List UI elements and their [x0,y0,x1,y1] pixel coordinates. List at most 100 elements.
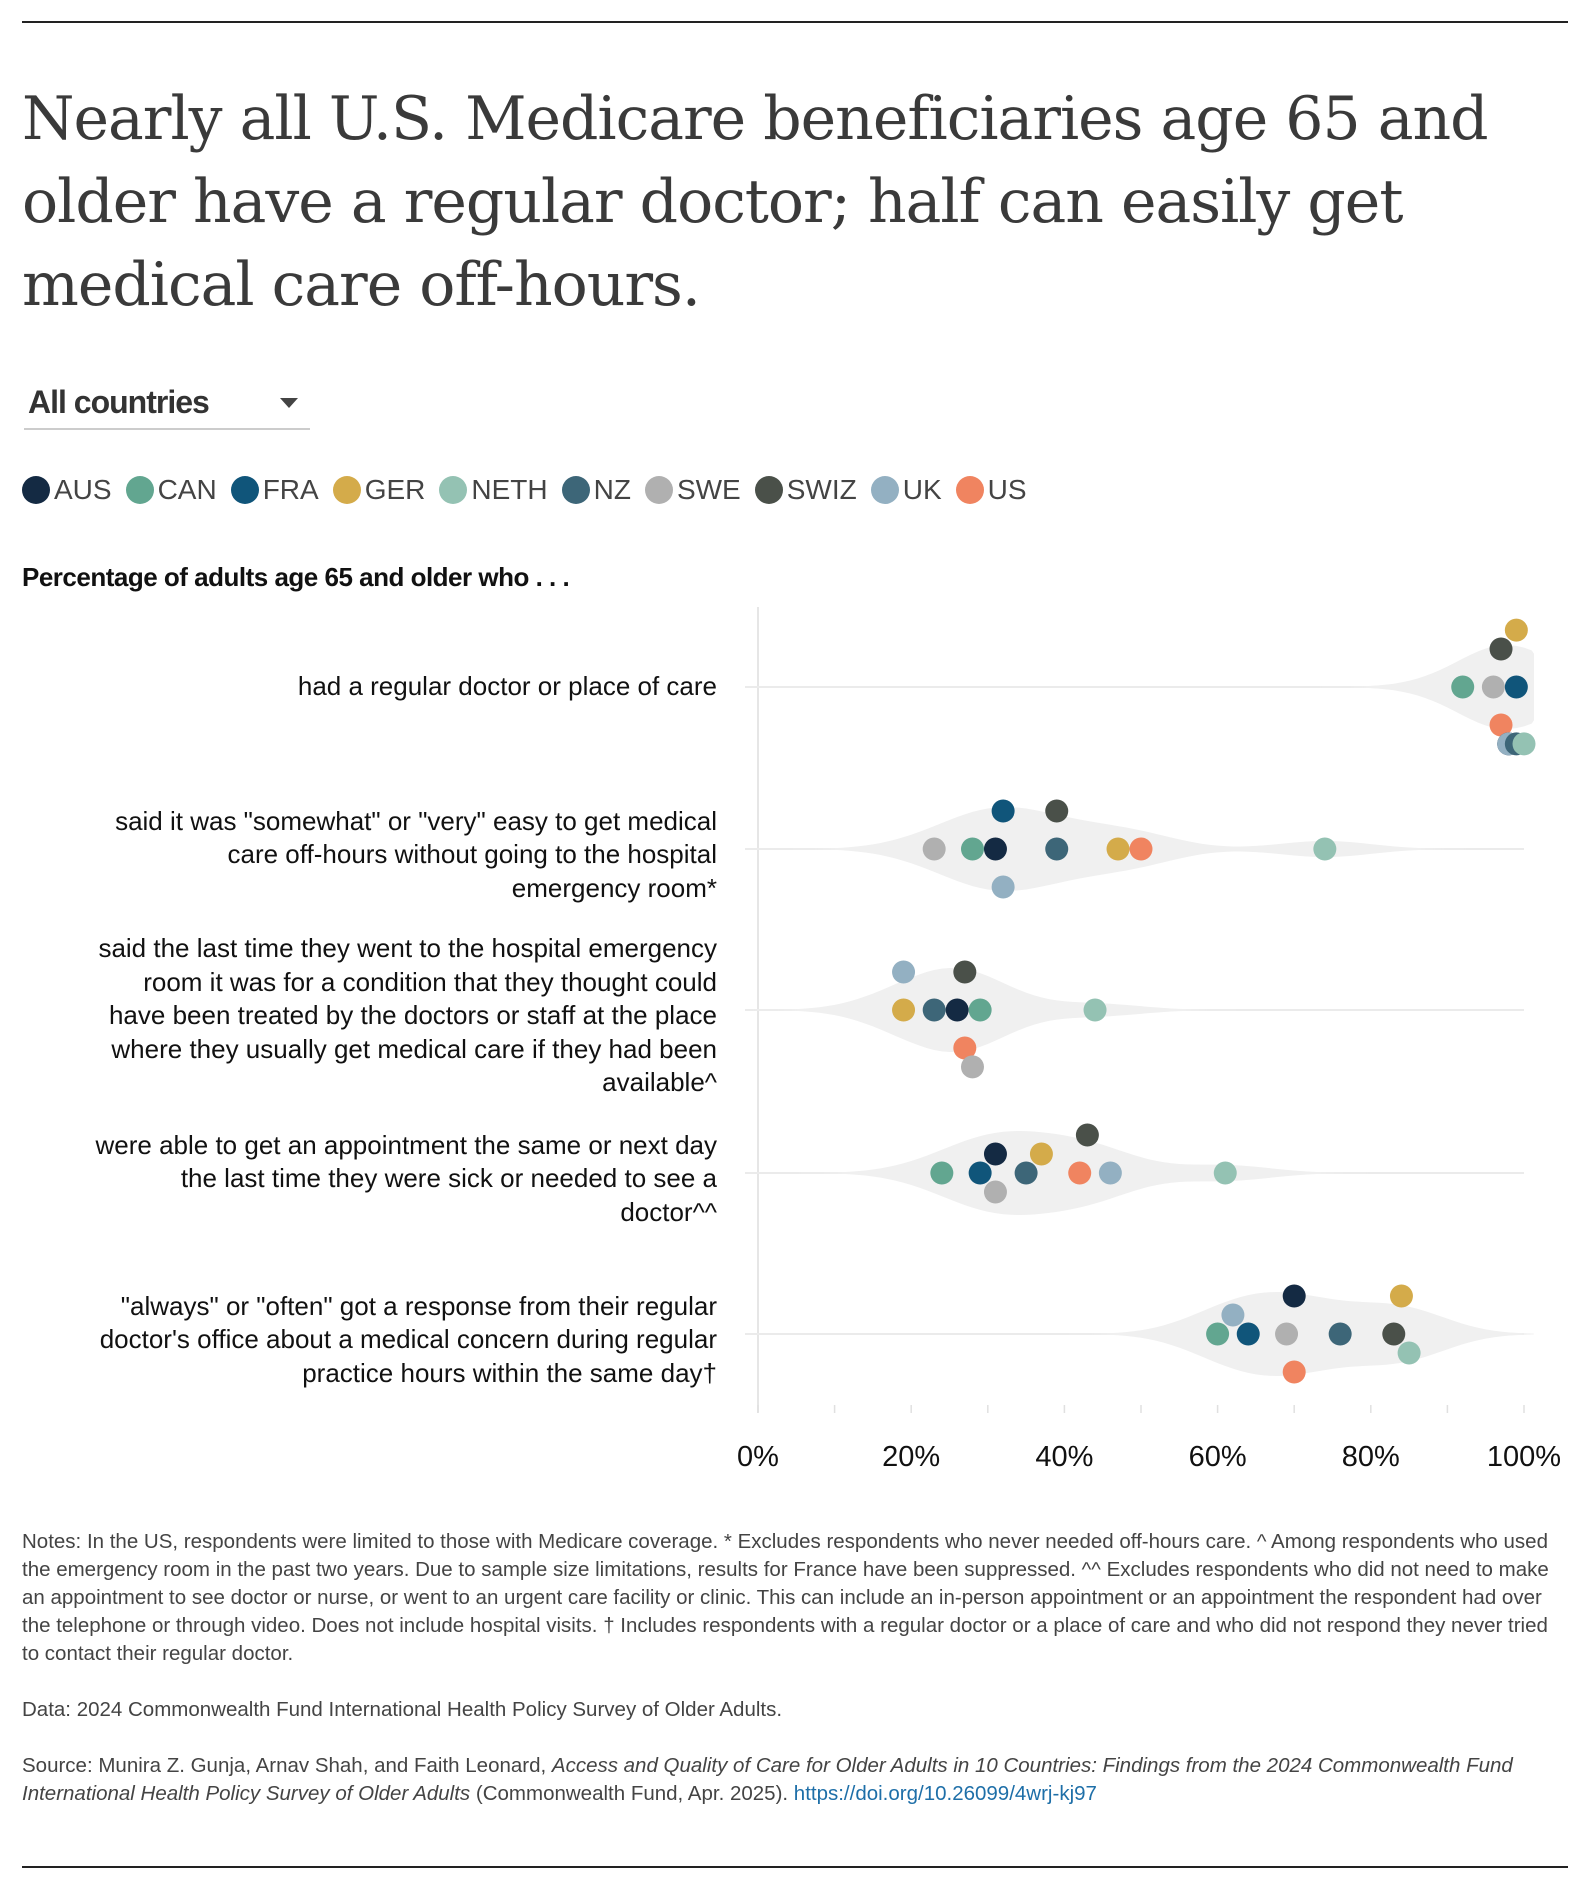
dot-us [953,1036,977,1060]
legend-label: SWIZ [786,474,857,505]
x-tick-label: 80% [1342,1441,1400,1473]
dot-neth [1083,998,1107,1022]
row-label: said it was "somewhat" or "very" easy to… [115,805,717,903]
legend-item-aus: AUS [22,474,112,506]
dot-us [1489,713,1513,737]
dot-nz [1014,1161,1038,1185]
legend-item-ger: GER [332,474,425,506]
dot-us [1068,1161,1092,1185]
caret-down-icon [280,398,298,408]
dot-can [1451,675,1475,699]
violin-shape [745,968,1534,1052]
dot-fra [991,799,1015,823]
legend: AUS CAN FRA GER NETH NZ SWE SWIZ UK US [22,474,1041,506]
legend-item-uk: UK [870,474,942,506]
legend-label: NETH [471,474,548,505]
violin-shape [745,645,1534,729]
bottom-rule [22,1866,1568,1868]
legend-swatch [754,476,783,504]
dot-uk [892,960,916,984]
legend-item-fra: FRA [230,474,319,506]
dot-us [1129,837,1153,861]
dot-swiz [1045,799,1069,823]
legend-item-us: US [955,474,1027,506]
source-link[interactable]: https://doi.org/10.26099/4wrj-kj97 [793,1782,1097,1805]
dot-nz [922,998,946,1022]
dot-swe [1275,1322,1299,1346]
dot-swe [983,1180,1007,1204]
legend-swatch [955,476,984,504]
data-text: Data: 2024 Commonwealth Fund Internation… [22,1698,783,1721]
dot-uk [1221,1303,1245,1327]
notes-section: Notes: In the US, respondents were limit… [22,1528,1568,1836]
row-label: were able to get an appointment the same… [95,1129,718,1227]
source-text: Source: Munira Z. Gunja, Arnav Shah, and… [22,1754,1513,1805]
legend-label: US [987,474,1027,505]
page-title: Nearly all U.S. Medicare beneficiaries a… [22,84,1489,320]
dot-swe [1481,675,1505,699]
legend-label: UK [902,474,942,505]
dot-neth [1213,1161,1237,1185]
chart-subheading: Percentage of adults age 65 and older wh… [22,562,570,592]
dot-can [930,1161,954,1185]
legend-swatch [439,476,468,504]
legend-swatch [870,476,899,504]
country-dropdown[interactable]: All countries [24,380,310,430]
legend-label: NZ [593,474,631,505]
dot-swiz [1075,1123,1099,1147]
violin-shape [745,1292,1534,1376]
dot-nz [1045,837,1069,861]
legend-label: SWE [676,474,741,505]
legend-swatch [22,476,50,504]
legend-label: AUS [54,474,112,505]
dot-neth [1397,1341,1421,1365]
dot-nz [1328,1322,1352,1346]
legend-item-swiz: SWIZ [754,474,857,506]
x-tick-label: 20% [882,1441,940,1473]
dot-swiz [1382,1322,1406,1346]
row-label: had a regular doctor or place of care [297,671,717,702]
dot-swiz [953,960,977,984]
legend-swatch [230,476,259,504]
dot-uk [991,875,1015,899]
beeswarm-chart: 0% 20% 40% 60% 80% 100% [737,607,1561,1473]
dot-swiz [1489,637,1513,661]
dot-can [1206,1322,1230,1346]
legend-item-can: CAN [125,474,217,506]
legend-item-nz: NZ [561,474,631,506]
legend-label: FRA [262,474,319,505]
dot-can [968,998,992,1022]
dot-fra [1236,1322,1260,1346]
legend-swatch [332,476,361,504]
dot-us [1282,1360,1306,1384]
dot-ger [1504,618,1528,642]
dot-neth [1313,837,1337,861]
dot-neth [1512,732,1536,756]
legend-swatch [644,476,673,504]
violin-shape [745,1131,1534,1215]
x-tick-label: 100% [1487,1441,1561,1473]
dot-aus [983,1142,1007,1166]
x-tick-label: 0% [737,1441,779,1473]
dot-ger [1029,1142,1053,1166]
dot-aus [1282,1284,1306,1308]
dot-swe [922,837,946,861]
dot-can [960,837,984,861]
dot-ger [892,998,916,1022]
legend-item-neth: NETH [439,474,548,506]
x-tick-label: 40% [1035,1441,1093,1473]
legend-label: CAN [157,474,217,505]
legend-swatch [561,476,590,504]
legend-swatch [125,476,154,504]
dot-swe [960,1055,984,1079]
top-rule [22,21,1568,23]
dot-fra [1504,675,1528,699]
dot-fra [968,1161,992,1185]
dot-aus [945,998,969,1022]
dropdown-selected-value: All countries [28,384,210,420]
row-label: "always" or "often" got a response from … [99,1290,717,1388]
x-tick-label: 60% [1189,1441,1247,1473]
notes-text: Notes: In the US, respondents were limit… [22,1530,1549,1665]
dot-aus [983,837,1007,861]
row-label: said the last time they went to the hosp… [98,933,717,1098]
